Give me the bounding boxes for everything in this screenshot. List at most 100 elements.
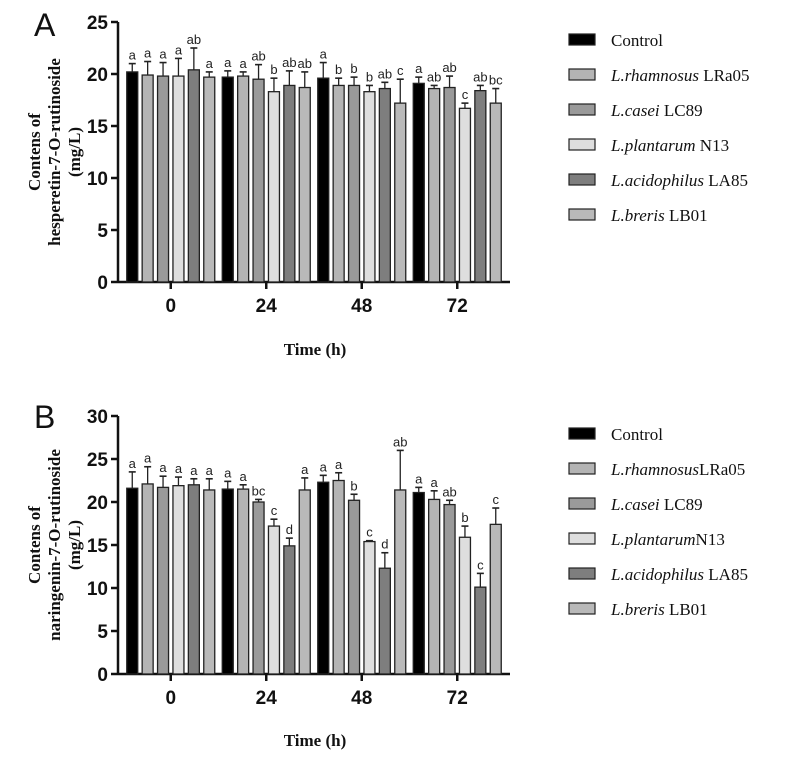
bar (236, 75, 250, 283)
legend-strain: LA85 (704, 171, 748, 190)
legend-strain: N13 (696, 530, 725, 549)
significance-label: a (320, 47, 328, 62)
legend-swatch (568, 497, 596, 510)
legend-strain: LB01 (665, 206, 708, 225)
significance-label: b (350, 478, 357, 493)
panel-letter-b: B (34, 399, 55, 435)
significance-label: ab (378, 66, 392, 81)
significance-label: a (431, 475, 439, 490)
bar (126, 71, 139, 283)
bar (332, 479, 345, 675)
y-tick-label: 25 (87, 13, 109, 34)
legend-swatch (568, 532, 596, 545)
legend-label: L.rhamnosusLRa05 (610, 460, 745, 479)
legend-label: Control (611, 31, 663, 50)
panel-letter-a: A (34, 7, 56, 43)
legend-label: L.casei LC89 (610, 495, 703, 514)
significance-label: a (206, 56, 214, 71)
bar (489, 102, 502, 283)
significance-label: c (462, 87, 469, 102)
legend-species: L.breris (610, 600, 665, 619)
significance-label: b (366, 69, 373, 84)
bar (203, 76, 216, 283)
significance-label: a (415, 471, 423, 486)
x-tick-label: 0 (165, 688, 176, 709)
legend-species: L.breris (610, 206, 665, 225)
significance-label: a (224, 55, 232, 70)
legend-species: L.casei (610, 101, 660, 120)
legend-label: L.acidophilus LA85 (610, 565, 748, 584)
bar (443, 503, 456, 675)
significance-label: a (190, 463, 198, 478)
bar (458, 107, 472, 283)
legend-swatch (568, 173, 596, 186)
bar (141, 74, 154, 283)
significance-label: a (175, 42, 183, 57)
bar (126, 487, 139, 675)
bar (252, 501, 265, 675)
x-axis-title-a: Time (h) (284, 340, 347, 359)
legend-label: Control (611, 425, 663, 444)
significance-label: ab (427, 69, 441, 84)
significance-label: b (270, 62, 277, 77)
legend-strain: LC89 (660, 101, 703, 120)
bar (317, 77, 330, 283)
legend-swatch (568, 602, 596, 615)
significance-label: c (493, 492, 500, 507)
y-tick-label: 0 (97, 273, 108, 294)
bar (187, 484, 201, 675)
x-tick-label: 24 (256, 296, 278, 317)
x-tick-label: 0 (165, 296, 176, 317)
bar (427, 498, 441, 675)
significance-label: d (381, 537, 388, 552)
significance-label: ab (251, 49, 265, 64)
y-axis-title-a: Contens of hesperetin-7-O-rutinoside (mg… (25, 58, 84, 246)
x-tick-label: 48 (351, 296, 372, 317)
legend-species: L.rhamnosus (610, 66, 699, 85)
bar (427, 87, 441, 283)
significance-label: ab (442, 484, 456, 499)
legend-swatch (568, 138, 596, 151)
y-tick-label: 10 (87, 579, 108, 600)
bar (172, 485, 185, 675)
significance-label: b (335, 62, 342, 77)
significance-label: ab (298, 56, 312, 71)
bar (187, 69, 201, 283)
bar (458, 536, 472, 675)
x-tick-label: 72 (447, 296, 468, 317)
y-tick-label: 0 (97, 665, 108, 686)
legend-swatch (568, 68, 596, 81)
x-axis-title-b: Time (h) (284, 731, 347, 750)
significance-label: bc (489, 73, 503, 88)
y-axis-title-line-3: (mg/L) (65, 520, 84, 570)
significance-label: ab (187, 32, 201, 47)
significance-label: c (271, 503, 278, 518)
y-axis-title-b: Contens of naringenin-7-O-rutinoside (mg… (25, 449, 84, 641)
bar (443, 86, 456, 283)
y-tick-label: 15 (87, 536, 109, 557)
bar (363, 91, 376, 283)
significance-label: a (129, 48, 137, 63)
significance-label: a (415, 61, 423, 76)
legend-swatch (568, 427, 596, 440)
y-tick-label: 5 (97, 221, 108, 242)
bar (236, 488, 250, 675)
y-tick-label: 10 (87, 169, 108, 190)
significance-label: ab (473, 69, 487, 84)
y-axis-title-line-1: Contens of (25, 113, 44, 191)
bar (363, 540, 376, 675)
significance-label: ab (393, 434, 407, 449)
legend-species: L.plantarum (610, 136, 696, 155)
legend-strain: LA85 (704, 565, 748, 584)
bar (332, 84, 345, 283)
y-axis-title-line-3: (mg/L) (65, 127, 84, 177)
significance-label: a (320, 459, 328, 474)
bar (412, 82, 425, 283)
legend-species: L.acidophilus (610, 565, 704, 584)
panel-a: A Contens of hesperetin-7-O-rutinoside (… (25, 7, 750, 359)
bar (156, 486, 170, 675)
significance-label: a (129, 456, 137, 471)
bar (221, 76, 234, 283)
bar (267, 91, 281, 283)
y-axis-title-line-1: Contens of (25, 506, 44, 584)
